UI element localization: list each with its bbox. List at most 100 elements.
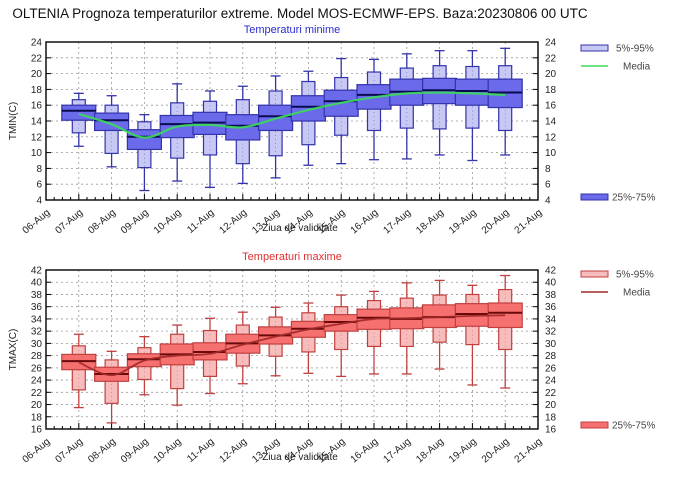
y-tick-label-left: 18: [31, 85, 43, 96]
tmin-plot-frame: [45, 41, 539, 201]
y-tick-label-right: 34: [545, 314, 557, 325]
box-15-Aug: [323, 57, 359, 165]
y-tick-label-right: 18: [545, 412, 557, 423]
y-tick-label-left: 18: [31, 412, 43, 423]
x-tick-label: 17-Aug: [381, 436, 413, 465]
x-tick-label: 10-Aug: [152, 436, 184, 465]
legend-label: 5%-95%: [616, 44, 654, 55]
legend-swatch-inner-box: [580, 421, 609, 429]
box-16-Aug: [356, 58, 392, 161]
main-title: OLTENIA Prognoza temperaturilor extreme.…: [12, 6, 588, 21]
y-tick-label-left: 24: [31, 376, 43, 387]
y-tick-label-right: 8: [545, 164, 551, 175]
box-20-Aug: [487, 47, 523, 156]
box-13-Aug: [258, 75, 294, 179]
tmin-title: Temperaturi minime: [244, 24, 341, 36]
y-tick-label-right: 26: [545, 363, 557, 374]
y-tick-label-left: 40: [31, 278, 43, 289]
y-tick-label-right: 18: [545, 85, 557, 96]
box-16-Aug: [356, 290, 392, 375]
y-tick-label-left: 8: [36, 164, 42, 175]
x-tick-label: 07-Aug: [53, 207, 85, 236]
box-18-Aug: [422, 279, 458, 370]
y-tick-label-left: 34: [31, 314, 43, 325]
legend-item-mean-line: Media: [581, 62, 651, 73]
y-tick-label-left: 14: [31, 117, 43, 128]
y-tick-label-left: 32: [31, 327, 43, 338]
y-tick-label-left: 6: [36, 180, 42, 191]
y-tick-label-left: 12: [31, 132, 43, 143]
y-tick-label-right: 42: [545, 266, 557, 277]
x-tick-label: 21-Aug: [513, 207, 545, 236]
box-25-75: [258, 104, 294, 132]
legend-item-inner-box: 25%-75%: [580, 421, 655, 432]
box-11-Aug: [192, 317, 228, 395]
y-tick-label-right: 16: [545, 425, 557, 436]
x-tick-label: 16-Aug: [349, 207, 381, 236]
y-tick-label-right: 40: [545, 278, 557, 289]
y-tick-label-left: 26: [31, 363, 43, 374]
x-tick-label: 16-Aug: [349, 436, 381, 465]
box-20-Aug: [487, 274, 523, 389]
x-axis-title: Ziua de validitate: [262, 452, 338, 463]
legend-item-inner-box: 25%-75%: [580, 193, 655, 204]
mean-line: [78, 91, 506, 139]
y-tick-label-right: 6: [545, 180, 551, 191]
x-tick-label: 06-Aug: [21, 436, 53, 465]
y-tick-label-right: 4: [545, 196, 551, 207]
box-13-Aug: [258, 306, 294, 377]
y-tick-label-right: 12: [545, 132, 557, 143]
x-tick-label: 18-Aug: [414, 207, 446, 236]
y-tick-label-right: 28: [545, 351, 557, 362]
y-axis-title: TMIN(C): [8, 102, 19, 140]
x-tick-label: 17-Aug: [381, 207, 413, 236]
y-tick-label-left: 24: [31, 38, 43, 49]
y-tick-label-right: 20: [545, 400, 557, 411]
legend-label: 5%-95%: [616, 270, 654, 281]
x-tick-label: 20-Aug: [480, 436, 512, 465]
y-tick-label-right: 24: [545, 38, 557, 49]
x-tick-label: 19-Aug: [447, 436, 479, 465]
y-tick-label-right: 36: [545, 302, 557, 313]
legend-swatch-outer-box: [580, 270, 609, 278]
y-tick-label-right: 10: [545, 148, 557, 159]
x-tick-label: 12-Aug: [217, 436, 249, 465]
box-15-Aug: [323, 294, 359, 378]
legend-label: Media: [623, 62, 651, 73]
box-08-Aug: [93, 95, 130, 168]
box-19-Aug: [454, 284, 490, 386]
box-14-Aug: [290, 70, 326, 166]
y-tick-label-left: 4: [36, 196, 42, 207]
x-tick-label: 12-Aug: [217, 207, 249, 236]
tmax-plot-frame: [45, 269, 539, 430]
box-19-Aug: [454, 50, 490, 162]
legend-item-mean-line: Media: [581, 288, 651, 299]
y-tick-label-right: 22: [545, 53, 557, 64]
y-tick-label-right: 30: [545, 339, 557, 350]
y-tick-label-left: 42: [31, 266, 43, 277]
x-axis-title: Ziua de validitate: [262, 223, 338, 234]
x-tick-label: 07-Aug: [53, 436, 85, 465]
box-18-Aug: [422, 50, 458, 156]
x-tick-label: 08-Aug: [86, 436, 118, 465]
y-tick-label-left: 16: [31, 101, 43, 112]
y-tick-label-right: 38: [545, 290, 557, 301]
y-tick-label-right: 20: [545, 69, 557, 80]
y-tick-label-right: 16: [545, 101, 557, 112]
tmax-title: Temperaturi maxime: [242, 251, 342, 263]
y-tick-label-right: 22: [545, 388, 557, 399]
y-tick-label-left: 22: [31, 53, 43, 64]
tmin-chart: Temperaturi minime 4 4 6 6 8 8 10 10 12 12 14 14 16 16…: [8, 24, 655, 236]
legend-item-outer-box: 5%-95%: [580, 44, 654, 55]
x-tick-label: 21-Aug: [513, 436, 545, 465]
y-tick-label-left: 10: [31, 148, 43, 159]
box-10-Aug: [159, 324, 195, 406]
x-tick-label: 10-Aug: [152, 207, 184, 236]
box-25-75: [323, 89, 359, 117]
y-tick-label-right: 32: [545, 327, 557, 338]
legend-label: 25%-75%: [612, 193, 655, 204]
box-08-Aug: [93, 350, 130, 424]
y-tick-label-left: 38: [31, 290, 43, 301]
